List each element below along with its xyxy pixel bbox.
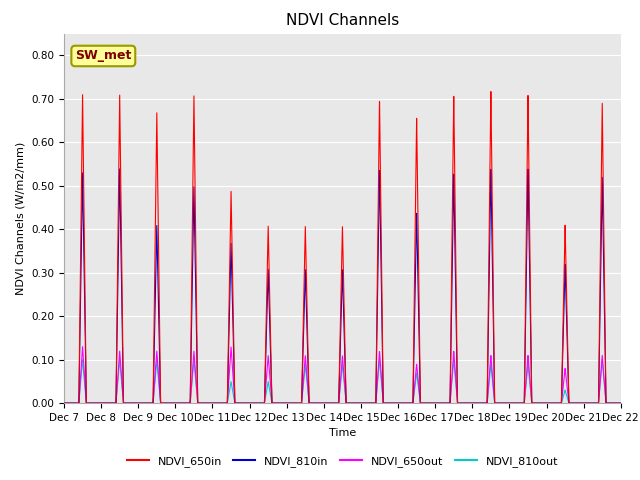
Y-axis label: NDVI Channels (W/m2/mm): NDVI Channels (W/m2/mm): [16, 142, 26, 295]
Text: SW_met: SW_met: [75, 49, 131, 62]
Title: NDVI Channels: NDVI Channels: [286, 13, 399, 28]
X-axis label: Time: Time: [329, 429, 356, 438]
Legend: NDVI_650in, NDVI_810in, NDVI_650out, NDVI_810out: NDVI_650in, NDVI_810in, NDVI_650out, NDV…: [122, 452, 563, 471]
